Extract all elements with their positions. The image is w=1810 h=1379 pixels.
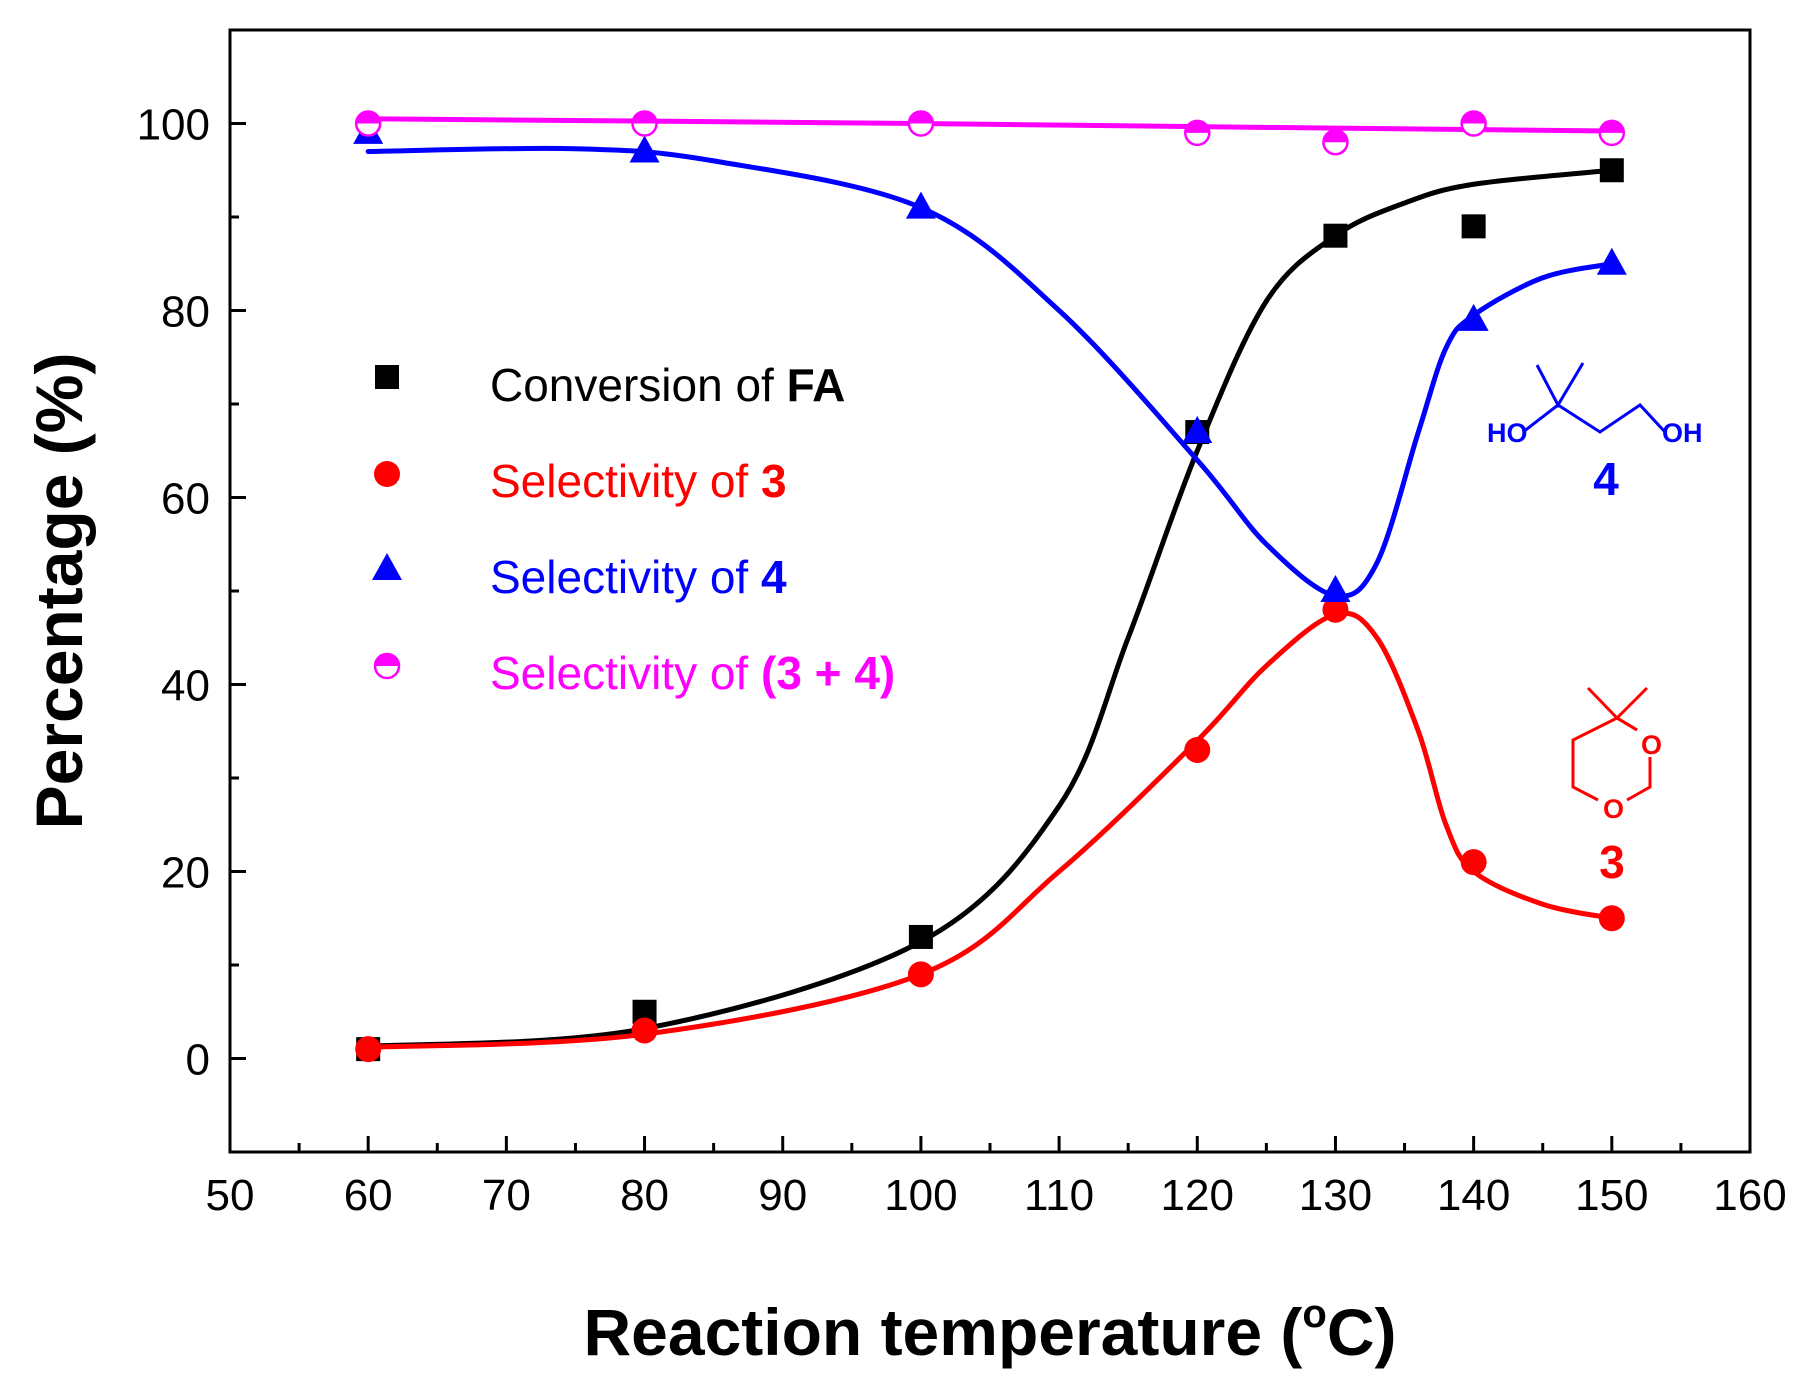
svg-text:Selectivity of 4: Selectivity of 4 xyxy=(490,551,787,603)
x-tick-label: 140 xyxy=(1437,1171,1510,1220)
data-point-square xyxy=(1599,158,1624,183)
legend-label: Selectivity of xyxy=(490,551,761,603)
data-point-circle xyxy=(631,1017,658,1044)
legend-label-bold: (3 + 4) xyxy=(761,647,895,699)
data-point-half-circle xyxy=(631,110,658,137)
axis-ticks: 50 60 70 80 90 100 110 120 130 140 150 160 0 20 40 60 80… xyxy=(137,28,1787,1220)
compound-3-label: 3 xyxy=(1599,836,1625,888)
legend-item-selectivity-4: Selectivity of 4 xyxy=(372,551,787,603)
y-tick-label: 40 xyxy=(161,662,210,711)
data-point-triangle xyxy=(1458,303,1489,331)
legend-label: Selectivity of xyxy=(490,647,761,699)
legend-item-selectivity-3: Selectivity of 3 xyxy=(374,455,787,507)
series-curve xyxy=(365,610,1615,1050)
x-tick-label: 160 xyxy=(1713,1171,1786,1220)
y-tick-label: 0 xyxy=(186,1036,210,1085)
data-point-triangle xyxy=(1182,416,1213,444)
data-point-half-circle xyxy=(1322,128,1349,156)
data-point-circle xyxy=(1460,849,1487,876)
data-point-half-circle xyxy=(1598,119,1626,147)
plot-frame xyxy=(228,28,1752,1154)
y-tick-label: 100 xyxy=(137,101,210,150)
data-point-square xyxy=(908,924,933,949)
data-point-circle xyxy=(907,961,934,988)
data-point-half-circle xyxy=(354,110,382,137)
x-tick-label: 150 xyxy=(1575,1171,1648,1220)
legend-label-bold: 3 xyxy=(761,455,787,507)
data-point-half-circle xyxy=(1184,119,1211,147)
legend-marker-triangle xyxy=(372,553,402,580)
data-point-circle xyxy=(1598,905,1625,932)
compound-4-ho-label: HO xyxy=(1487,418,1528,448)
legend-label: Selectivity of xyxy=(490,455,761,507)
compound-3-o-upper-label: O xyxy=(1641,730,1662,760)
x-tick-label: 60 xyxy=(344,1171,393,1220)
legend-label-bold: 4 xyxy=(761,551,787,603)
data-point-triangle xyxy=(905,191,936,219)
y-tick-label: 60 xyxy=(161,475,210,524)
legend: Conversion of FA Selectivity of 3 Select… xyxy=(372,359,895,699)
x-tick-label: 90 xyxy=(758,1171,807,1220)
series-curve xyxy=(365,145,1615,599)
data-point-square xyxy=(1323,223,1348,248)
y-tick-label: 80 xyxy=(161,288,210,337)
x-tick-label: 110 xyxy=(1024,1171,1094,1220)
compound-4-structure-icon: HO OH 4 xyxy=(1487,362,1703,505)
data-point-half-circle xyxy=(907,110,935,137)
x-tick-label: 130 xyxy=(1299,1171,1372,1220)
data-point-circle xyxy=(1184,736,1211,763)
series-markers xyxy=(353,110,1627,1063)
y-tick-label: 20 xyxy=(161,849,210,898)
x-tick-label: 50 xyxy=(206,1171,255,1220)
x-tick-label: 80 xyxy=(620,1171,669,1220)
data-point-circle xyxy=(355,1036,382,1063)
compound-4-label: 4 xyxy=(1593,453,1619,505)
legend-label-bold: FA xyxy=(787,359,846,411)
data-point-square xyxy=(1461,214,1486,239)
y-axis-title: Percentage (%) xyxy=(22,353,96,830)
x-tick-label: 120 xyxy=(1161,1171,1234,1220)
data-point-triangle xyxy=(1320,575,1351,602)
data-point-half-circle xyxy=(1460,110,1487,137)
legend-label: Conversion of xyxy=(490,359,787,411)
data-point-circle xyxy=(1322,596,1349,623)
series-curve xyxy=(365,167,1615,1049)
x-tick-label: 100 xyxy=(884,1171,957,1220)
series-curve xyxy=(365,116,1615,134)
series-curves xyxy=(365,116,1615,1050)
data-point-triangle xyxy=(629,135,660,163)
legend-item-selectivity-3-4: Selectivity of (3 + 4) xyxy=(373,647,895,699)
data-point-triangle xyxy=(1596,247,1627,275)
compound-3-o-lower-label: O xyxy=(1603,794,1624,824)
svg-text:Selectivity of 3: Selectivity of 3 xyxy=(490,455,787,507)
svg-text:Selectivity of (3 + 4): Selectivity of (3 + 4) xyxy=(490,647,895,699)
compound-4-oh-label: OH xyxy=(1662,418,1703,448)
legend-item-conversion-fa: Conversion of FA xyxy=(375,359,845,411)
x-axis-title: Reaction temperature (oC) xyxy=(584,1292,1397,1369)
legend-marker-square xyxy=(375,365,399,389)
compound-3-structure-icon: O O 3 xyxy=(1571,686,1662,888)
legend-marker-circle xyxy=(374,461,400,487)
svg-text:Conversion of FA: Conversion of FA xyxy=(490,359,845,411)
x-tick-label: 70 xyxy=(482,1171,531,1220)
